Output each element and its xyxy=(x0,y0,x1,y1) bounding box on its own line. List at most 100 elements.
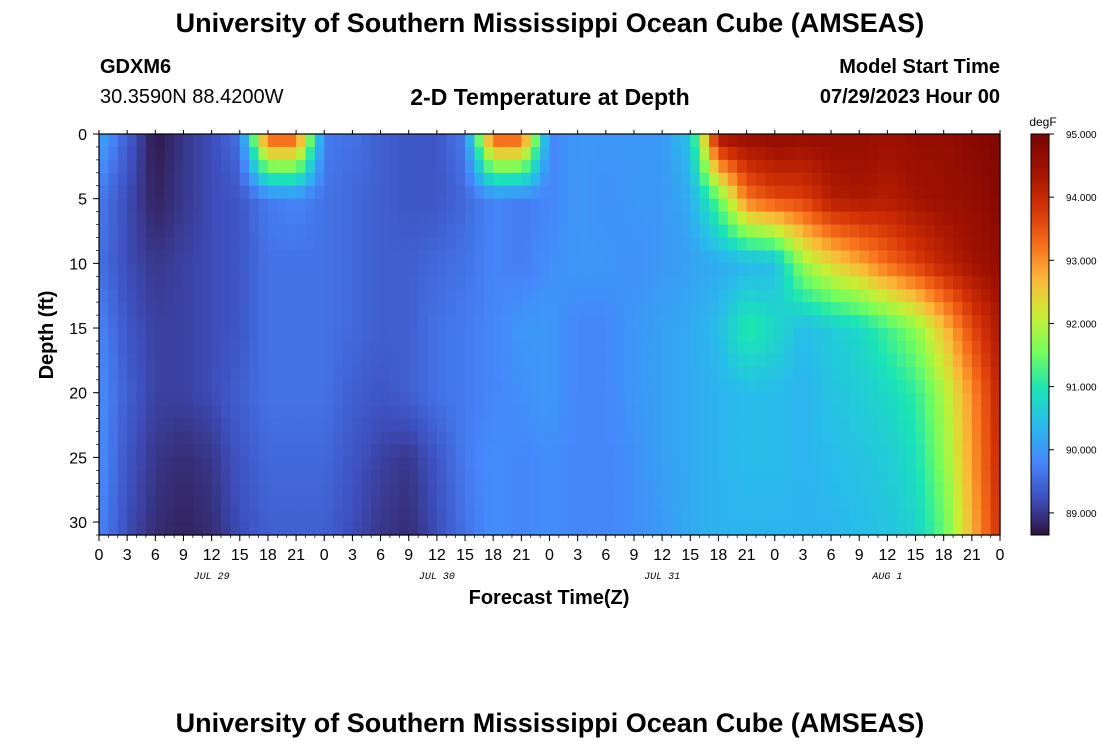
heatmap-cell xyxy=(258,185,269,200)
heatmap-cell xyxy=(812,366,823,381)
heatmap-cell xyxy=(859,328,870,342)
heatmap-cell xyxy=(249,444,260,458)
heatmap-cell xyxy=(296,431,307,446)
heatmap-cell xyxy=(802,263,813,277)
heatmap-cell xyxy=(192,302,203,316)
heatmap-cell xyxy=(408,134,419,148)
heatmap-cell xyxy=(99,289,109,303)
heatmap-cell xyxy=(887,302,898,316)
heatmap-cell xyxy=(305,250,316,264)
heatmap-cell xyxy=(558,198,569,213)
heatmap-cell xyxy=(230,328,241,342)
heatmap-cell xyxy=(521,185,532,200)
heatmap-cell xyxy=(427,483,438,497)
heatmap-cell xyxy=(737,483,748,497)
heatmap-cell xyxy=(221,483,231,497)
heatmap-cell xyxy=(296,483,307,497)
heatmap-cell xyxy=(943,379,954,394)
heatmap-cell xyxy=(314,496,325,510)
heatmap-cell xyxy=(249,353,260,368)
heatmap-cell xyxy=(849,340,860,355)
heatmap-cell xyxy=(483,509,494,523)
heatmap-cell xyxy=(577,483,588,497)
heatmap-cell xyxy=(849,263,860,277)
heatmap-cell xyxy=(502,340,513,355)
heatmap-cell xyxy=(399,146,410,161)
heatmap-cell xyxy=(314,250,325,264)
heatmap-cell xyxy=(361,302,372,316)
heatmap-cell xyxy=(399,392,410,407)
heatmap-cell xyxy=(605,302,616,316)
heatmap-cell xyxy=(117,444,128,458)
heatmap-cell xyxy=(915,379,926,394)
heatmap-cell xyxy=(709,263,720,277)
heatmap-cell xyxy=(352,263,363,277)
heatmap-cell xyxy=(427,185,438,200)
heatmap-cell xyxy=(671,328,682,342)
heatmap-cell xyxy=(793,134,804,148)
colorbar-tick-label: 92.000 xyxy=(1066,319,1097,330)
heatmap-cell xyxy=(868,250,879,264)
heatmap-cell xyxy=(418,340,429,355)
heatmap-cell xyxy=(174,444,185,458)
heatmap-cell xyxy=(258,392,269,407)
heatmap-cell xyxy=(943,198,954,213)
heatmap-cell xyxy=(277,328,288,342)
heatmap-cell xyxy=(877,444,888,458)
heatmap-cell xyxy=(877,470,888,484)
heatmap-cell xyxy=(840,405,851,420)
heatmap-cell xyxy=(511,496,522,510)
heatmap-cell xyxy=(709,134,720,148)
heatmap-cell xyxy=(615,263,626,277)
heatmap-cell xyxy=(558,444,569,458)
heatmap-cell xyxy=(211,211,222,226)
heatmap-cell xyxy=(446,302,457,316)
heatmap-cell xyxy=(971,431,982,446)
heatmap-cell xyxy=(840,509,851,523)
heatmap-cell xyxy=(267,146,278,161)
heatmap-cell xyxy=(296,134,307,148)
heatmap-cell xyxy=(671,146,682,161)
heatmap-cell xyxy=(934,198,945,213)
heatmap-cell xyxy=(558,496,569,510)
heatmap-cell xyxy=(221,418,231,433)
heatmap-cell xyxy=(305,353,316,368)
heatmap-cell xyxy=(502,134,513,148)
heatmap-cell xyxy=(953,470,964,484)
heatmap-cell xyxy=(802,444,813,458)
heatmap-cell xyxy=(652,159,663,174)
heatmap-cell xyxy=(436,250,447,264)
heatmap-cell xyxy=(343,418,354,433)
heatmap-cell xyxy=(943,392,954,407)
heatmap-cell xyxy=(183,276,194,290)
heatmap-cell xyxy=(784,134,795,148)
heatmap-cell xyxy=(859,263,870,277)
heatmap-cell xyxy=(371,172,382,187)
heatmap-cell xyxy=(202,315,213,329)
heatmap-cell xyxy=(746,431,757,446)
heatmap-cell xyxy=(962,134,973,148)
heatmap-cell xyxy=(859,444,870,458)
heatmap-cell xyxy=(446,509,457,523)
heatmap-cell xyxy=(652,496,663,510)
heatmap-cell xyxy=(709,483,720,497)
heatmap-cell xyxy=(286,250,297,264)
heatmap-cell xyxy=(258,522,269,536)
heatmap-cell xyxy=(737,379,748,394)
heatmap-cell xyxy=(286,276,297,290)
heatmap-cell xyxy=(465,392,476,407)
heatmap-cell xyxy=(587,457,598,471)
heatmap-cell xyxy=(934,237,945,252)
heatmap-cell xyxy=(324,159,335,174)
heatmap-cell xyxy=(709,431,720,446)
heatmap-cell xyxy=(755,366,766,381)
heatmap-cell xyxy=(164,522,175,536)
heatmap-cell xyxy=(352,340,363,355)
heatmap-cell xyxy=(446,431,457,446)
heatmap-cell xyxy=(699,159,710,174)
heatmap-cell xyxy=(737,444,748,458)
heatmap-cell xyxy=(953,289,964,303)
x-tick-label: 12 xyxy=(428,547,446,564)
heatmap-cell xyxy=(267,353,278,368)
